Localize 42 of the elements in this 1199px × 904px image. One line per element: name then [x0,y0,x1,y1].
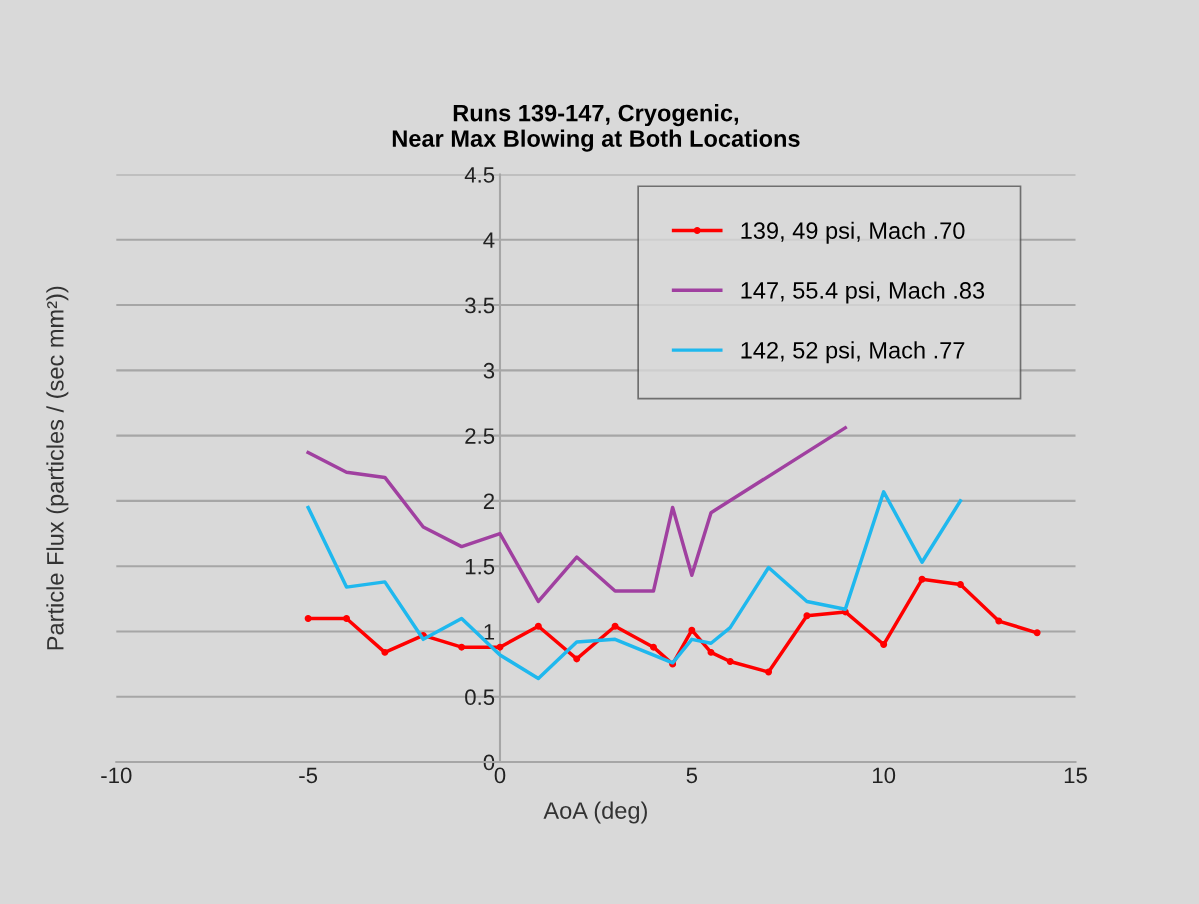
x-tick-label: 5 [686,767,698,784]
y-tick-label: 1.5 [465,558,495,575]
y-tick-label: 2 [483,493,495,509]
point [611,622,619,630]
y-tick-label: 3 [483,362,495,379]
point [649,643,657,651]
y-tick-label: 0.5 [465,689,495,706]
point [956,581,964,588]
point [534,622,542,630]
y-axis-title: Particle Flux (particles / (sec mm²)) [46,286,69,650]
legend-label: 147, 55.4 psi, Mach .83 [741,281,985,304]
chart-title: Runs 139-147, Cryogenic, Near Max Blowing at Both Locations [392,104,800,152]
point [765,668,773,676]
point [880,641,888,649]
y-tick-label: 1 [484,624,495,640]
y-tick-label: 3.5 [465,297,495,314]
line-series [306,490,963,681]
x-tick-label: 10 [873,767,896,784]
line-series [306,426,848,604]
y-tick-label: 2.5 [465,428,495,444]
y-tick-label: 4.5 [464,167,495,183]
point [496,643,504,651]
point [688,626,696,634]
point [707,648,715,656]
y-tick-label: 4 [483,232,495,248]
point [343,614,350,622]
legend-label: 142, 52 psi, Mach .77 [741,341,965,364]
x-tick-label: -10 [101,767,132,784]
point [803,612,811,620]
point [304,614,312,622]
x-tick-label: 15 [1064,767,1087,784]
point [381,648,389,656]
point [995,617,1003,625]
x-axis-title: AoA (deg) [543,801,647,824]
point [1033,629,1041,637]
x-tick-label: -5 [299,767,318,784]
point [458,643,466,651]
point [918,575,926,583]
point [726,658,734,666]
point [573,655,581,663]
x-tick-label: 0 [494,767,506,784]
legend-label: 139, 49 psi, Mach .70 [741,221,965,244]
